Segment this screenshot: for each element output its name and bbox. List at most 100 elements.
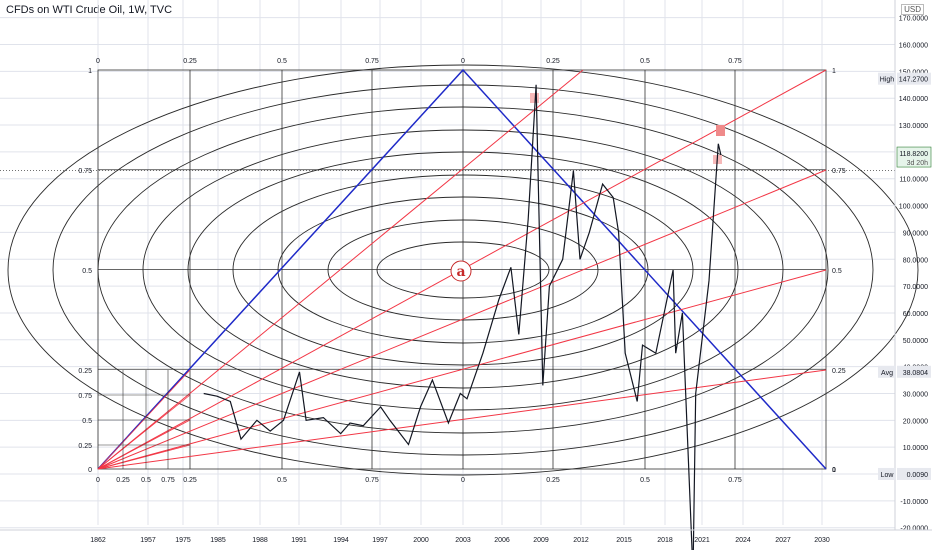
fan-line (97, 369, 827, 470)
high-marker (530, 93, 539, 103)
low-value: 0.0090 (907, 472, 929, 479)
y-tick-label: 30.0000 (903, 391, 928, 398)
fib-left-label: 0.5 (82, 268, 92, 275)
y-tick-label: -10.0000 (900, 499, 928, 506)
x-tick-label: 1985 (210, 537, 226, 544)
fib-left-label: 0.25 (78, 443, 92, 450)
fib-top-label: 0.5 (640, 58, 650, 65)
fib-bottom-label: 0.5 (277, 477, 287, 484)
x-tick-label: 1994 (333, 537, 349, 544)
fib-top-label: 0.75 (365, 58, 379, 65)
x-tick-label: 2012 (573, 537, 589, 544)
y-tick-label: 60.0000 (903, 311, 928, 318)
x-tick-label: 1997 (372, 537, 388, 544)
x-tick-label: 1957 (140, 537, 156, 544)
fib-right-label: 1 (832, 68, 836, 75)
target-marker (716, 125, 725, 136)
fib-ellipse (187, 151, 739, 389)
fib-top-label: 0.25 (183, 58, 197, 65)
fib-ellipse (232, 174, 694, 366)
x-tick-label: 2009 (533, 537, 549, 544)
fan-line-small (97, 394, 191, 470)
price-line (203, 84, 722, 550)
x-tick-label: 2000 (413, 537, 429, 544)
fib-ellipse (376, 241, 550, 299)
x-tick-label: 2003 (455, 537, 471, 544)
fib-right-label: 1 (832, 467, 836, 474)
fib-top-label: 0.75 (728, 58, 742, 65)
fib-bottom-label: 0 (461, 477, 465, 484)
high-label: High (880, 77, 895, 84)
fib-right-label: 0.5 (832, 268, 842, 275)
fib-left-label: 0.25 (78, 368, 92, 375)
fib-left-label: 0 (88, 467, 92, 474)
avg-value: 38.0804 (903, 370, 928, 377)
fib-left-label: 1 (88, 68, 92, 75)
x-tick-label: 1975 (175, 537, 191, 544)
fib-top-label: 0.5 (277, 58, 287, 65)
y-tick-label: 130.0000 (899, 123, 928, 130)
fib-ellipse (7, 64, 919, 476)
last-price-value: 118.8200 (899, 151, 928, 158)
x-tick-label: 1991 (291, 537, 307, 544)
fib-right-label: 0 (832, 467, 836, 474)
y-tick-label: 160.0000 (899, 43, 928, 50)
y-tick-label: 110.0000 (899, 177, 928, 184)
fib-top-label: 0 (96, 58, 100, 65)
y-tick-label: 20.0000 (903, 418, 928, 425)
fib-bottom-label: 0 (96, 477, 100, 484)
fib-bottom-label: 0.75 (728, 477, 742, 484)
avg-label: Avg (881, 370, 893, 377)
fib-ellipse (97, 106, 829, 434)
x-tick-label: 1988 (252, 537, 268, 544)
fib-ellipse (327, 219, 599, 321)
fan-line (97, 169, 827, 470)
fib-bottom-label: 0.5 (141, 477, 151, 484)
low-bg (897, 467, 931, 480)
fib-left-label: 0.5 (82, 418, 92, 425)
triangle-line (97, 68, 827, 470)
fib-bottom-label: 0.25 (546, 477, 560, 484)
y-tick-label: 140.0000 (899, 96, 928, 103)
x-tick-label: 2021 (694, 537, 710, 544)
fan-line-small (97, 419, 191, 470)
y-tick-label: 80.0000 (903, 257, 928, 264)
y-tick-label: 70.0000 (903, 284, 928, 291)
fib-right-label: 0.25 (832, 368, 846, 375)
fan-line-small (97, 444, 191, 470)
fib-top-label: 0.25 (546, 58, 560, 65)
x-tick-label: 2015 (616, 537, 632, 544)
fib-bottom-label: 0.75 (161, 477, 175, 484)
y-tick-label: 50.0000 (903, 338, 928, 345)
x-tick-label: 2024 (735, 537, 751, 544)
x-tick-label: 1862 (90, 537, 106, 544)
high-tag-bg (878, 72, 896, 85)
fan-line (97, 69, 584, 470)
chart-title: CFDs on WTI Crude Oil, 1W, TVC (6, 4, 173, 16)
fib-right-label: 0.75 (832, 168, 846, 175)
fib-bottom-label: 0.5 (640, 477, 650, 484)
y-tick-label: 170.0000 (899, 16, 928, 23)
logo-glyph: a (456, 264, 465, 280)
fib-ellipse (52, 84, 874, 456)
fan-line (97, 269, 827, 470)
fib-left-label: 0.75 (78, 168, 92, 175)
fib-top-label: 0 (461, 58, 465, 65)
high-value: 147.2700 (899, 77, 928, 84)
fib-left-label: 0.75 (78, 393, 92, 400)
fib-bottom-label: 0.25 (183, 477, 197, 484)
fan-line-small (97, 369, 191, 470)
x-tick-label: 2006 (494, 537, 510, 544)
last-price-bg (896, 146, 932, 168)
fib-bottom-label: 0.75 (365, 477, 379, 484)
fib-ellipse (277, 196, 649, 344)
low-tag-bg (878, 467, 896, 480)
y-tick-label: 90.0000 (903, 230, 928, 237)
y-tick-label: -20.0000 (900, 526, 928, 533)
fib-bottom-label: 0.25 (116, 477, 130, 484)
x-tick-label: 2030 (814, 537, 830, 544)
last-price-countdown: 3d 20h (907, 160, 929, 167)
y-tick-label: 10.0000 (903, 445, 928, 452)
logo-icon (450, 260, 472, 282)
